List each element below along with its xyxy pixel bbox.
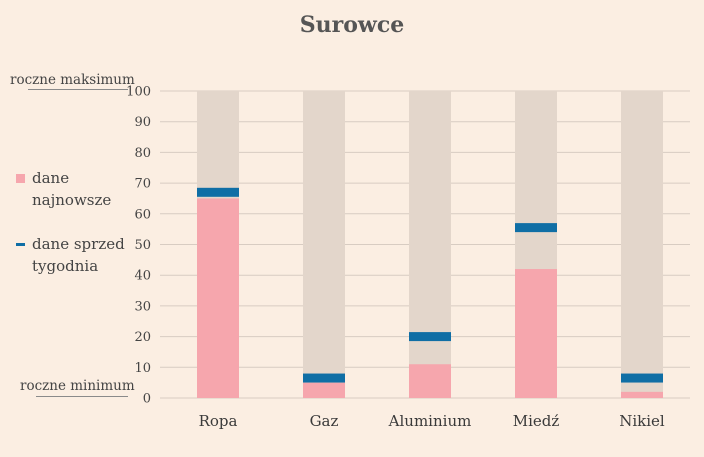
x-tick-label-Nikiel: Nikiel bbox=[619, 412, 665, 430]
range-bar-Gaz bbox=[303, 91, 345, 398]
legend-swatch-week-ago bbox=[16, 243, 25, 246]
annotation-max-line bbox=[28, 89, 128, 90]
y-tick-label-30: 30 bbox=[134, 299, 151, 314]
x-tick-label-Miedź: Miedź bbox=[513, 412, 560, 430]
bar-latest-Nikiel bbox=[621, 391, 663, 398]
x-tick-label-Aluminium: Aluminium bbox=[388, 412, 472, 430]
marker-week-ago-Nikiel bbox=[621, 373, 663, 383]
y-tick-label-50: 50 bbox=[134, 238, 151, 253]
bar-latest-Miedź bbox=[515, 269, 557, 398]
y-tick-label-20: 20 bbox=[134, 330, 151, 345]
chart-title: Surowce bbox=[299, 12, 405, 38]
legend-label-week-ago: dane sprzed tygodnia bbox=[32, 235, 125, 275]
y-tick-label-70: 70 bbox=[134, 177, 151, 192]
y-tick-label-10: 10 bbox=[134, 361, 151, 376]
annotation-min-label: roczne minimum bbox=[20, 378, 135, 394]
marker-week-ago-Aluminium bbox=[409, 332, 451, 342]
x-tick-label-Ropa: Ropa bbox=[199, 412, 238, 430]
bar-latest-Ropa bbox=[197, 198, 239, 398]
y-tick-label-60: 60 bbox=[134, 207, 151, 222]
range-bar-Aluminium bbox=[409, 91, 451, 398]
marker-week-ago-Miedź bbox=[515, 223, 557, 233]
range-bar-Nikiel bbox=[621, 91, 663, 398]
annotation-min-line bbox=[36, 396, 128, 397]
x-tick-label-Gaz: Gaz bbox=[310, 412, 339, 430]
legend-label-latest: dane najnowsze bbox=[32, 169, 112, 209]
y-tick-label-80: 80 bbox=[134, 146, 151, 161]
y-tick-label-90: 90 bbox=[134, 115, 151, 130]
y-tick-label-0: 0 bbox=[143, 392, 151, 407]
annotation-max-label: roczne maksimum bbox=[10, 72, 135, 88]
bar-latest-Gaz bbox=[303, 382, 345, 398]
marker-week-ago-Ropa bbox=[197, 187, 239, 197]
y-tick-label-100: 100 bbox=[126, 85, 151, 100]
marker-week-ago-Gaz bbox=[303, 373, 345, 383]
legend-swatch-latest bbox=[16, 174, 25, 183]
bar-latest-Aluminium bbox=[409, 364, 451, 398]
y-tick-label-40: 40 bbox=[134, 269, 151, 284]
